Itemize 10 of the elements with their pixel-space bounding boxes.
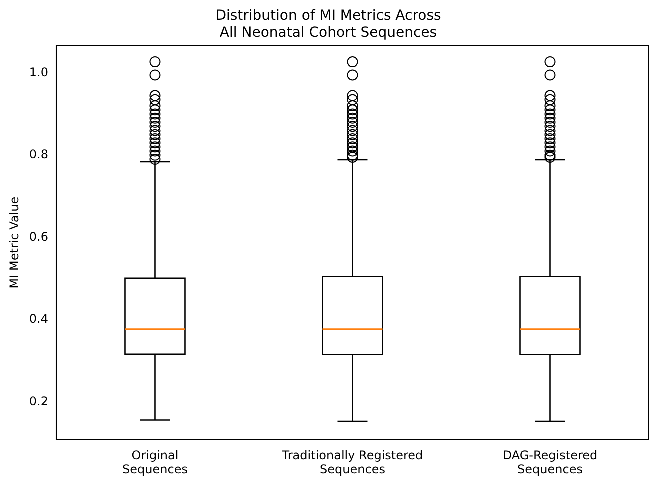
x-tick-label: Original Sequences [122,448,188,477]
chart-title: Distribution of MI Metrics Across All Neonatal Cohort Sequences [216,8,442,41]
x-tick-label: DAG-Registered Sequences [502,448,598,477]
y-tick-label: 0.8 [29,148,48,162]
y-tick-label: 0.4 [29,312,48,326]
y-tick-label: 0.2 [29,394,48,408]
y-tick-label: 0.6 [29,230,48,244]
x-tick-label: Traditionally Registered Sequences [281,448,424,477]
y-tick-label: 1.0 [29,65,48,80]
y-axis-title: MI Metric Value [7,196,22,289]
